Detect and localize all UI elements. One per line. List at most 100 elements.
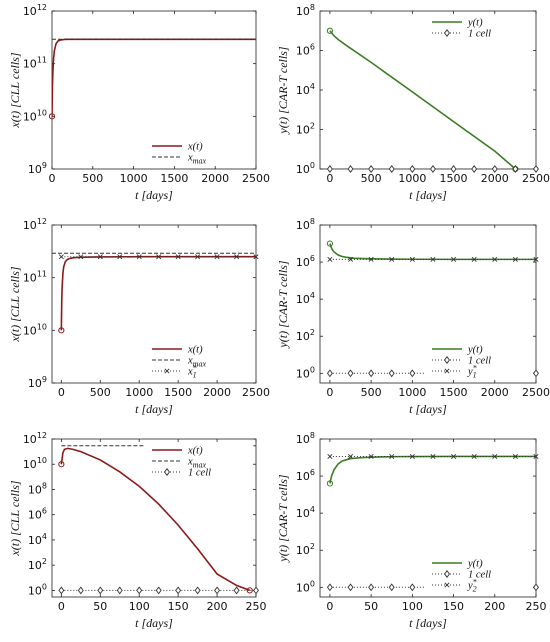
y-tick-base: 10 [296, 45, 310, 58]
x-tick-label: 0 [58, 600, 65, 613]
y-tick-base: 10 [28, 483, 42, 496]
legend-entry: 1 cell [468, 29, 491, 40]
legend: x(t)xmax [144, 138, 252, 166]
x-axis-label: t [days] [135, 402, 173, 416]
y-tick-exponent: 12 [37, 3, 47, 12]
x-tick-label: 250 [246, 600, 267, 613]
legend-entry-text: y(t) [467, 18, 483, 29]
legend: y(t)1 cell [424, 14, 532, 42]
y-tick-exponent: 0 [310, 365, 315, 374]
series-marker [512, 165, 519, 173]
y-tick-label: 108 [296, 431, 315, 446]
series-marker [194, 586, 201, 595]
series-marker [347, 256, 354, 262]
y-tick-label: 102 [296, 122, 315, 137]
series-marker [253, 586, 259, 595]
plot-area [52, 252, 256, 331]
series-marker [347, 453, 354, 460]
y-tick-base: 10 [23, 58, 37, 71]
series-marker [77, 586, 84, 595]
y-tick-exponent: 0 [42, 582, 47, 591]
series-marker [233, 586, 240, 595]
y-tick-label: 1012 [23, 431, 47, 446]
series-marker [156, 254, 162, 260]
y-tick-label: 106 [28, 507, 47, 522]
y-tick-label: 1012 [23, 217, 47, 232]
x-tick-label: 50 [93, 600, 107, 613]
series-marker [451, 453, 457, 460]
series-marker [388, 165, 395, 173]
legend-subscript: 1 [473, 371, 477, 380]
y-tick-base: 10 [23, 5, 37, 18]
x-tick-label: 0 [49, 172, 56, 185]
x-tick-label: 0 [58, 386, 65, 399]
legend-entry: y* 2 [467, 578, 477, 594]
y-tick-exponent: 11 [37, 56, 47, 65]
y-tick-exponent: 6 [310, 254, 315, 263]
y-tick-base: 10 [23, 324, 37, 337]
legend-entry: y(t) [467, 18, 483, 29]
x-tick-label: 1500 [440, 172, 468, 185]
x-tick-label: 2000 [481, 172, 509, 185]
plot-frame [51, 224, 257, 384]
x-tick-label: 500 [90, 386, 111, 399]
y-tick-base: 10 [296, 367, 310, 380]
series-marker [136, 254, 142, 260]
y-tick-exponent: 10 [37, 108, 47, 117]
x-tick-label: 1500 [164, 386, 192, 399]
legend-entry-text: x [187, 153, 193, 164]
y-tick-exponent: 2 [310, 542, 315, 551]
y-tick-base: 10 [28, 377, 42, 390]
series-marker [117, 254, 123, 260]
y-tick-exponent: 8 [42, 481, 47, 490]
x-tick-label: 500 [361, 172, 382, 185]
legend-swatch-marker [444, 368, 450, 374]
legend-subscript: max [193, 461, 207, 470]
x-tick-label: 1000 [125, 386, 153, 399]
x-tick-label: 0 [326, 172, 333, 185]
x-tick-label: 100 [129, 600, 150, 613]
y-tick-exponent: 2 [310, 328, 315, 337]
plot-area [52, 38, 256, 117]
x-axis-label: t [days] [135, 188, 173, 202]
x-tick-label: 1000 [120, 172, 148, 185]
series-marker [368, 256, 374, 262]
series-marker [533, 369, 539, 378]
series-marker [78, 254, 84, 260]
series-marker [327, 256, 333, 262]
legend-entry: y* 1 [467, 364, 477, 380]
y-axis-label: y(t) [CAR-T cells] [276, 260, 290, 348]
x-tick-label: 150 [168, 600, 189, 613]
y-tick-exponent: 12 [37, 217, 47, 226]
legend-entry-text: 1 cell [468, 29, 491, 40]
y-tick-label: 100 [28, 582, 47, 597]
legend-swatch-marker [444, 582, 450, 588]
series-marker [388, 583, 395, 592]
series-marker [136, 586, 143, 595]
y-axis-label: y(t) [CAR-T cells] [276, 46, 290, 134]
legend-entry-text: y(t) [467, 345, 483, 356]
x-tick-label: 50 [364, 600, 378, 613]
y-tick-exponent: 11 [37, 270, 47, 279]
y-tick-exponent: 8 [310, 431, 315, 440]
series-marker [347, 369, 354, 378]
legend-entry-text: x(t) [187, 142, 203, 153]
y-tick-base: 10 [23, 458, 37, 471]
y-tick-label: 109 [28, 161, 47, 176]
y-tick-exponent: 10 [37, 456, 47, 465]
legend-entry-text: 1 cell [188, 468, 211, 479]
x-tick-label: 2500 [242, 386, 270, 399]
y-tick-label: 100 [296, 365, 315, 380]
legend-entry: x(t) [187, 446, 203, 457]
series-marker [368, 165, 375, 173]
series-marker [195, 254, 201, 260]
series-marker [409, 165, 416, 173]
y-tick-label: 102 [28, 557, 47, 572]
series-start-marker [326, 27, 333, 34]
